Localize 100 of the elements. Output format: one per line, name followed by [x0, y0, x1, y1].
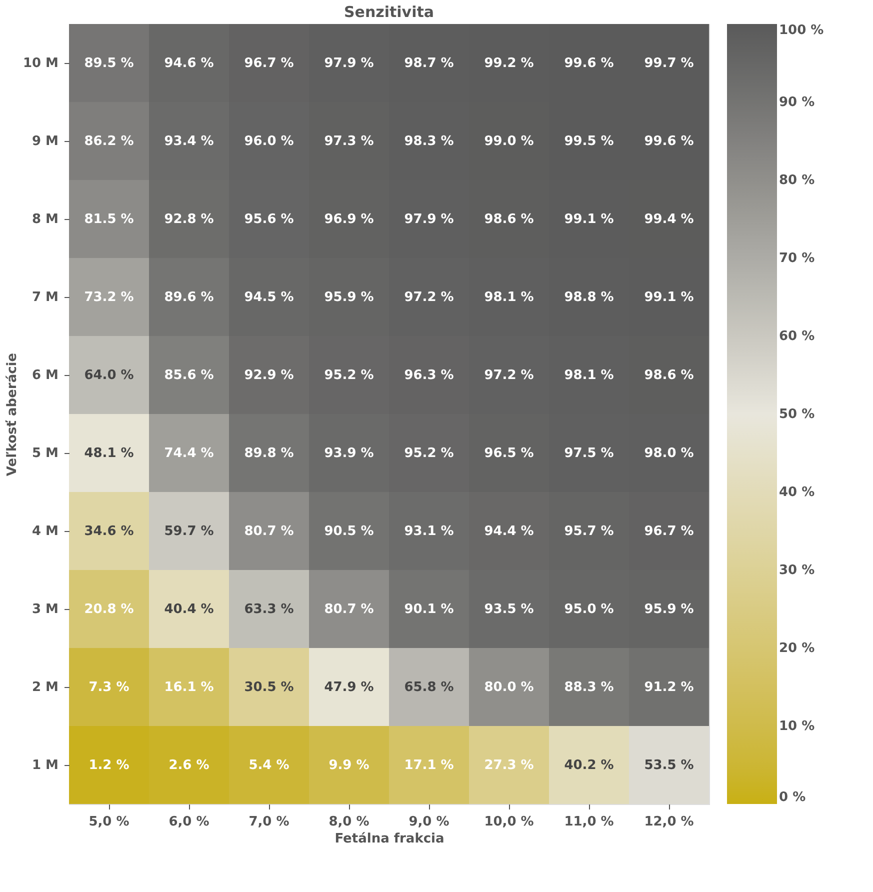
data-label: 95.0 % [564, 602, 614, 617]
data-label: 7.3 % [88, 680, 130, 695]
data-label: 99.2 % [484, 56, 534, 71]
y-tick-label: 5 M [32, 446, 58, 461]
data-label: 99.6 % [644, 134, 694, 149]
data-label: 30.5 % [244, 680, 294, 695]
y-tick-label: 7 M [32, 290, 58, 305]
data-label: 99.4 % [644, 212, 694, 227]
y-tick-label: 3 M [32, 602, 58, 617]
data-label: 98.7 % [404, 56, 454, 71]
data-label: 92.9 % [244, 368, 294, 383]
data-label: 93.4 % [164, 134, 214, 149]
color-bar-label: 50 % [779, 407, 815, 422]
color-bar-label: 100 % [779, 23, 824, 38]
data-label: 99.6 % [564, 56, 614, 71]
y-tick-label: 8 M [32, 212, 58, 227]
data-label: 95.9 % [324, 290, 374, 305]
data-label: 91.2 % [644, 680, 694, 695]
data-label: 80.7 % [324, 602, 374, 617]
data-label: 99.7 % [644, 56, 694, 71]
data-label: 48.1 % [84, 446, 134, 461]
color-bar-label: 70 % [779, 251, 815, 266]
data-label: 53.5 % [644, 758, 694, 773]
data-label: 94.5 % [244, 290, 294, 305]
x-tick-label: 10,0 % [484, 814, 534, 830]
data-label: 94.4 % [484, 524, 534, 539]
data-label: 96.9 % [324, 212, 374, 227]
data-label: 96.3 % [404, 368, 454, 383]
data-label: 98.1 % [484, 290, 534, 305]
data-label: 98.1 % [564, 368, 614, 383]
data-label: 93.9 % [324, 446, 374, 461]
x-tick-label: 5,0 % [88, 814, 130, 830]
data-label: 9.9 % [328, 758, 370, 773]
color-bar-label: 0 % [779, 790, 806, 805]
data-label: 97.3 % [324, 134, 374, 149]
color-bar-label: 40 % [779, 485, 815, 500]
data-label: 97.2 % [484, 368, 534, 383]
data-label: 40.2 % [564, 758, 614, 773]
data-label: 97.9 % [404, 212, 454, 227]
y-axis-title: Veľkosť aberácie [4, 352, 20, 476]
data-label: 80.7 % [244, 524, 294, 539]
color-bar-label: 20 % [779, 641, 815, 656]
data-label: 93.1 % [404, 524, 454, 539]
y-tick-label: 6 M [32, 368, 58, 383]
x-axis-title: Fetálna frakcia [334, 832, 444, 846]
data-label: 95.9 % [644, 602, 694, 617]
color-bar-label: 90 % [779, 95, 815, 110]
color-bar-label: 60 % [779, 329, 815, 344]
data-label: 92.8 % [164, 212, 214, 227]
x-tick-label: 11,0 % [564, 814, 614, 830]
data-label: 89.5 % [84, 56, 134, 71]
data-label: 90.5 % [324, 524, 374, 539]
data-label: 98.6 % [644, 368, 694, 383]
data-label: 80.0 % [484, 680, 534, 695]
data-label: 34.6 % [84, 524, 134, 539]
data-label: 96.0 % [244, 134, 294, 149]
data-label: 86.2 % [84, 134, 134, 149]
data-label: 59.7 % [164, 524, 214, 539]
data-label: 65.8 % [404, 680, 454, 695]
data-label: 99.5 % [564, 134, 614, 149]
data-label: 20.8 % [84, 602, 134, 617]
data-label: 90.1 % [404, 602, 454, 617]
x-tick-label: 9,0 % [408, 814, 450, 830]
data-label: 5.4 % [248, 758, 290, 773]
data-label: 99.1 % [564, 212, 614, 227]
data-label: 95.7 % [564, 524, 614, 539]
data-label: 89.6 % [164, 290, 214, 305]
data-label: 85.6 % [164, 368, 214, 383]
data-label: 95.2 % [404, 446, 454, 461]
data-label: 74.4 % [164, 446, 214, 461]
data-label: 99.1 % [644, 290, 694, 305]
data-label: 94.6 % [164, 56, 214, 71]
data-label: 47.9 % [324, 680, 374, 695]
data-label: 63.3 % [244, 602, 294, 617]
data-label: 96.7 % [244, 56, 294, 71]
x-tick-label: 7,0 % [248, 814, 290, 830]
data-label: 27.3 % [484, 758, 534, 773]
data-label: 96.7 % [644, 524, 694, 539]
data-label: 40.4 % [164, 602, 214, 617]
y-tick-label: 4 M [32, 524, 58, 539]
data-label: 99.0 % [484, 134, 534, 149]
data-label: 97.2 % [404, 290, 454, 305]
data-label: 98.6 % [484, 212, 534, 227]
data-label: 89.8 % [244, 446, 294, 461]
data-label: 96.5 % [484, 446, 534, 461]
data-label: 16.1 % [164, 680, 214, 695]
x-tick-label: 8,0 % [328, 814, 370, 830]
data-label: 97.5 % [564, 446, 614, 461]
color-bar-label: 10 % [779, 719, 815, 734]
color-bar-label: 80 % [779, 173, 815, 188]
data-label: 95.6 % [244, 212, 294, 227]
y-tick-label: 2 M [32, 680, 58, 695]
color-bar-label: 30 % [779, 563, 815, 578]
data-label: 98.8 % [564, 290, 614, 305]
x-tick-label: 6,0 % [168, 814, 210, 830]
data-label: 73.2 % [84, 290, 134, 305]
x-tick-label: 12,0 % [644, 814, 694, 830]
data-label: 81.5 % [84, 212, 134, 227]
data-label: 98.3 % [404, 134, 454, 149]
data-label: 97.9 % [324, 56, 374, 71]
